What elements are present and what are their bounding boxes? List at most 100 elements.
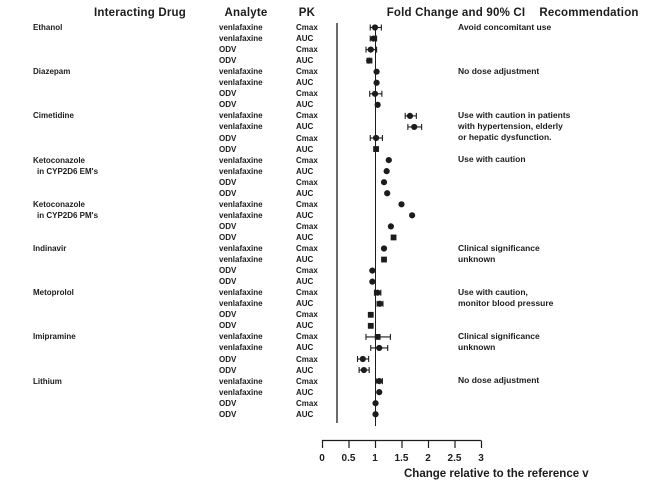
recommendation-text: or hepatic dysfunction. xyxy=(458,132,552,143)
pk-label: Cmax xyxy=(296,199,318,209)
pk-label: AUC xyxy=(296,210,314,220)
drug-label: Indinavir xyxy=(33,244,67,253)
analyte-label: ODV xyxy=(219,144,237,154)
recommendation-text: Clinical significance xyxy=(458,331,540,342)
drug-label: Ketoconazole xyxy=(33,155,86,165)
drug-label-line2: in CYP2D6 PM's xyxy=(37,210,99,220)
drug-label: Cimetidine xyxy=(33,111,74,121)
x-axis-tick-label: 2 xyxy=(425,453,431,464)
data-point-circle xyxy=(387,223,394,230)
pk-label: Cmax xyxy=(296,310,318,320)
data-point-circle xyxy=(371,24,379,31)
data-point-square xyxy=(373,146,379,152)
data-point-square xyxy=(367,311,374,318)
x-axis-tick-label: 1.5 xyxy=(395,453,409,464)
pk-label: Cmax xyxy=(296,244,318,253)
x-axis-tick-label: 0 xyxy=(319,453,325,464)
data-point-circle xyxy=(372,400,379,407)
data-point-circle xyxy=(359,355,366,363)
pk-label: AUC xyxy=(296,56,314,66)
pk-label: Cmax xyxy=(296,45,318,55)
recommendation-text: No dose adjustment xyxy=(458,375,540,386)
analyte-label: venlafaxine xyxy=(219,122,263,132)
analyte-label: ODV xyxy=(219,277,237,287)
analyte-label: ODV xyxy=(219,321,237,331)
analyte-label: ODV xyxy=(219,354,237,364)
recommendation-text: Use with caution xyxy=(458,154,526,165)
x-axis-title: Change relative to the reference v xyxy=(404,468,589,480)
pk-label: Cmax xyxy=(296,398,318,408)
data-point-circle xyxy=(374,101,381,108)
data-point-circle xyxy=(366,57,373,64)
pk-label: Cmax xyxy=(296,376,318,386)
data-point-square xyxy=(374,334,381,340)
pk-label: AUC xyxy=(296,299,314,309)
x-axis-tick-label: 3 xyxy=(478,453,484,464)
analyte-label: ODV xyxy=(219,100,237,110)
pk-label: AUC xyxy=(296,122,314,132)
analyte-label: venlafaxine xyxy=(219,387,263,397)
data-point-circle xyxy=(383,168,390,175)
data-point-circle xyxy=(380,179,388,186)
recommendation-text: unknown xyxy=(458,342,496,353)
x-axis-tick-label: 2.5 xyxy=(448,453,462,464)
pk-label: AUC xyxy=(296,144,314,154)
analyte-label: venlafaxine xyxy=(219,288,263,298)
pk-label: Cmax xyxy=(296,177,318,187)
recommendation-text: No dose adjustment xyxy=(458,65,540,76)
analyte-label: venlafaxine xyxy=(219,23,263,32)
analyte-label: ODV xyxy=(219,56,237,66)
pk-label: AUC xyxy=(296,409,314,419)
data-point-circle xyxy=(376,389,383,396)
analyte-label: venlafaxine xyxy=(219,111,263,121)
column-header-pk: PK xyxy=(298,7,316,19)
pk-label: AUC xyxy=(296,34,314,44)
analyte-label: ODV xyxy=(219,45,237,55)
analyte-label: venlafaxine xyxy=(219,78,263,88)
column-header-recommendation: Recommendation xyxy=(539,7,639,19)
analyte-label: ODV xyxy=(219,177,237,187)
pk-label: AUC xyxy=(296,321,314,331)
data-point-square xyxy=(367,322,374,329)
recommendation-text: Use with caution, xyxy=(458,286,528,297)
column-header-analyte: Analyte xyxy=(224,7,268,19)
drug-label: Imipramine xyxy=(33,332,76,342)
analyte-label: venlafaxine xyxy=(219,199,263,209)
analyte-label: ODV xyxy=(219,310,237,320)
recommendation-text: unknown xyxy=(458,253,496,264)
pk-label: Cmax xyxy=(296,111,318,121)
pk-label: AUC xyxy=(296,232,314,242)
data-point-circle xyxy=(374,289,381,296)
column-header-fold-change: Fold Change and 90% CI xyxy=(386,7,526,19)
recommendation-text: Avoid concomitant use xyxy=(458,21,552,32)
data-point-circle xyxy=(373,79,380,86)
analyte-label: venlafaxine xyxy=(219,210,263,220)
pk-label: Cmax xyxy=(296,67,318,77)
pk-label: AUC xyxy=(296,365,314,375)
drug-label: Ethanol xyxy=(33,23,63,32)
recommendation-text: Use with caution in patients xyxy=(458,110,571,121)
data-point-circle xyxy=(369,267,376,274)
analyte-label: ODV xyxy=(219,188,237,198)
analyte-label: ODV xyxy=(219,232,237,242)
data-point-circle xyxy=(360,366,367,374)
data-point-circle xyxy=(398,201,405,208)
analyte-label: venlafaxine xyxy=(219,166,263,176)
pk-label: AUC xyxy=(296,166,314,176)
pk-label: Cmax xyxy=(296,89,318,99)
data-point-circle xyxy=(409,212,416,219)
pk-label: Cmax xyxy=(296,288,318,298)
analyte-label: venlafaxine xyxy=(219,34,263,44)
drug-label-line2: in CYP2D6 EM's xyxy=(37,166,99,176)
data-point-circle xyxy=(376,344,383,352)
pk-label: Cmax xyxy=(296,23,318,32)
analyte-label: ODV xyxy=(219,221,237,231)
x-axis-tick-label: 1 xyxy=(372,453,378,464)
pk-label: AUC xyxy=(296,78,314,88)
drug-label: Metoprolol xyxy=(33,288,74,298)
analyte-label: ODV xyxy=(219,409,237,419)
pk-label: AUC xyxy=(296,387,314,397)
column-header-interacting-drug: Interacting Drug xyxy=(93,7,187,19)
analyte-label: ODV xyxy=(219,365,237,375)
